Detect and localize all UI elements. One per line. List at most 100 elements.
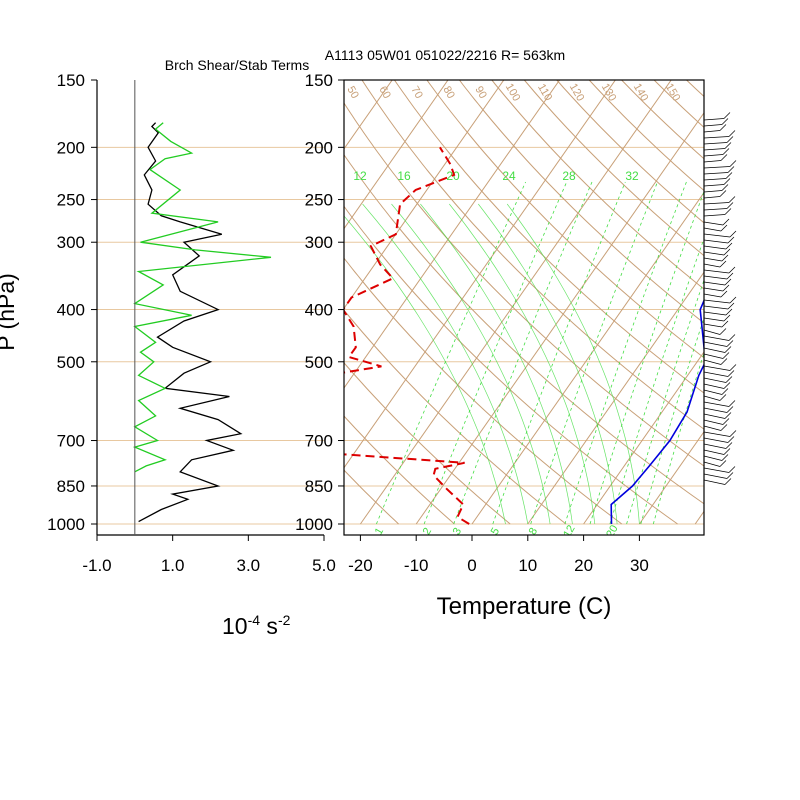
theta-label: 100 bbox=[503, 82, 523, 104]
wind-barb-staff bbox=[703, 124, 723, 127]
skewt-pressure-tick-label: 1000 bbox=[295, 515, 333, 534]
isotherm-line bbox=[344, 80, 561, 389]
theta-label: 90 bbox=[472, 84, 489, 101]
wind-barb-staff bbox=[703, 190, 723, 193]
skewt-x-tick-label: -20 bbox=[348, 556, 373, 575]
wind-barb-staff bbox=[703, 443, 727, 449]
wind-barb-flag bbox=[720, 358, 728, 365]
skewt-frame bbox=[343, 79, 705, 536]
wind-barb-staff bbox=[703, 305, 729, 310]
wind-barb-staff bbox=[703, 251, 725, 256]
wind-barb-flag bbox=[724, 478, 732, 485]
wind-barb-flag bbox=[726, 272, 734, 280]
mixing-ratio-line bbox=[492, 181, 626, 525]
left-pressure-tick-label: 150 bbox=[57, 71, 85, 90]
mixing-ratio-bottom-label: 8 bbox=[527, 526, 540, 537]
wind-barb-staff bbox=[703, 347, 726, 353]
left-pressure-tick-label: 850 bbox=[57, 477, 85, 496]
wind-barb-staff bbox=[703, 184, 725, 187]
left-pressure-tick-label: 400 bbox=[57, 301, 85, 320]
wind-barb-flag bbox=[722, 148, 730, 155]
wind-barb-flag bbox=[727, 436, 735, 443]
wind-barb-staff bbox=[703, 353, 724, 359]
wind-barb-flag bbox=[724, 412, 732, 419]
isotherm-line bbox=[344, 80, 393, 150]
wind-barb-staff bbox=[703, 142, 728, 145]
left-pressure-tick-label: 700 bbox=[57, 432, 85, 451]
skewt-pressure-tick-label: 150 bbox=[305, 71, 333, 90]
wind-barb-staff bbox=[703, 136, 730, 139]
moist-adiabat bbox=[420, 203, 573, 525]
wind-barb-flag bbox=[722, 284, 730, 292]
skewt-x-axis-label: Temperature (C) bbox=[437, 593, 612, 620]
wind-barb-flag bbox=[723, 448, 731, 455]
wind-barb-staff bbox=[703, 293, 722, 298]
dry-adiabat bbox=[751, 80, 800, 524]
theta-label: 50 bbox=[344, 84, 361, 101]
wind-barb-staff bbox=[703, 239, 729, 244]
isotherm-line bbox=[344, 80, 616, 469]
mixing-ratio-bottom-label: 20 bbox=[604, 523, 621, 540]
left-pressure-tick-label: 250 bbox=[57, 191, 85, 210]
wind-barb-flag bbox=[720, 154, 728, 161]
wind-barb-staff bbox=[703, 130, 721, 133]
wind-barb-flag bbox=[729, 160, 737, 167]
mixing-ratio-line bbox=[564, 181, 687, 525]
isotherm-line bbox=[638, 430, 704, 525]
wind-barb-flag bbox=[724, 346, 732, 353]
wind-barb-flag bbox=[721, 118, 729, 125]
wind-barb-staff bbox=[703, 317, 725, 322]
wind-barb-flag bbox=[723, 248, 731, 256]
skewt-pressure-tick-label: 200 bbox=[305, 138, 333, 157]
wind-barb-staff bbox=[703, 455, 723, 461]
wind-barb-flag bbox=[725, 172, 733, 179]
dry-adiabat bbox=[344, 102, 704, 467]
wind-barb-staff bbox=[703, 154, 724, 157]
mixing-ratio-bottom-label: 2 bbox=[421, 526, 434, 537]
wind-barb-flag bbox=[719, 260, 727, 268]
wind-barb-flag bbox=[720, 224, 728, 232]
dry-adiabat bbox=[344, 362, 511, 525]
wind-barb-staff bbox=[703, 263, 721, 268]
wind-barb-flag bbox=[728, 334, 736, 341]
dry-adiabat bbox=[491, 80, 704, 290]
wind-barb-staff bbox=[703, 287, 724, 292]
wind-barb-flag bbox=[719, 190, 727, 197]
wind-barb-flag bbox=[729, 230, 737, 238]
dry-adiabat bbox=[393, 80, 704, 394]
wind-barbs bbox=[703, 112, 737, 485]
mixing-ratio-bottom-label: 12 bbox=[561, 523, 578, 540]
mixing-ratio-line bbox=[530, 181, 658, 525]
wind-barb-staff bbox=[703, 473, 728, 479]
wind-barb-flag bbox=[728, 266, 736, 274]
shear-stability-panel bbox=[132, 122, 272, 523]
wind-barb-staff bbox=[703, 383, 725, 389]
wind-barb-flag bbox=[729, 430, 737, 437]
y-axis-label: P (hPa) bbox=[0, 273, 19, 351]
left-x-tick-label: -1.0 bbox=[82, 556, 111, 575]
skewt-x-tick-label: 0 bbox=[467, 556, 476, 575]
wind-barb-flag bbox=[722, 218, 730, 226]
wind-barb-flag bbox=[726, 340, 734, 347]
wind-barb-staff bbox=[703, 233, 731, 238]
theta-label: 80 bbox=[440, 84, 457, 101]
left-pressure-tick-label: 1000 bbox=[47, 515, 85, 534]
wind-barb-staff bbox=[703, 329, 721, 335]
mixing-ratio-line bbox=[652, 351, 704, 525]
wind-barb-staff bbox=[703, 449, 725, 455]
skewt-pressure-tick-label: 300 bbox=[305, 233, 333, 252]
skewt-pressure-tick-label: 700 bbox=[305, 432, 333, 451]
dry-adiabat bbox=[556, 80, 704, 224]
pressure-gridlines bbox=[97, 146, 324, 525]
wind-barb-staff bbox=[703, 365, 731, 371]
skewt-x-tick-label: 30 bbox=[630, 556, 649, 575]
wind-barb-flag bbox=[727, 166, 735, 173]
dry-adiabat bbox=[361, 80, 704, 430]
isotherm-line bbox=[344, 80, 449, 230]
wind-barb-staff bbox=[703, 377, 727, 383]
wind-barb-staff bbox=[703, 407, 728, 413]
wind-barb-staff bbox=[703, 479, 726, 485]
